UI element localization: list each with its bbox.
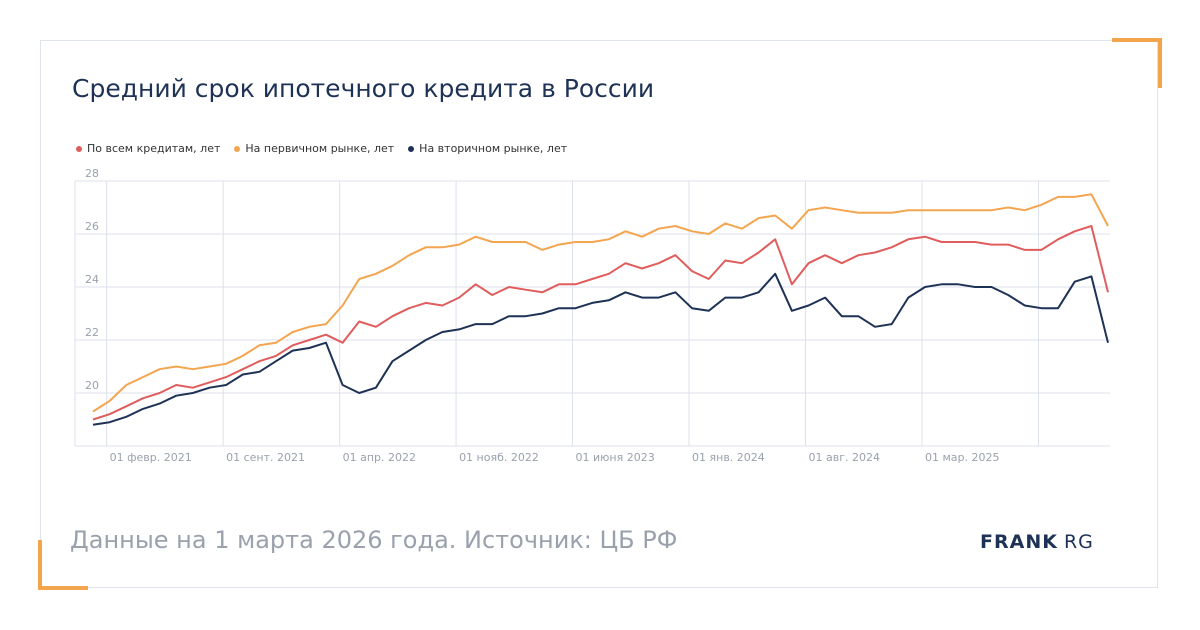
- x-tick-label-0: 01 февр. 2021: [110, 451, 192, 464]
- x-tick-label-4: 01 июня 2023: [576, 451, 655, 464]
- x-tick-label-6: 01 авг. 2024: [808, 451, 879, 464]
- y-tick-label-22: 22: [85, 326, 99, 339]
- corner-accent-top-right: [1112, 38, 1162, 42]
- legend-item-secondary: На вторичном рынке, лет: [408, 142, 567, 155]
- legend-dot-all: [76, 145, 82, 152]
- logo-text-light: RG: [1063, 531, 1094, 553]
- series-line-all: [92, 225, 1109, 421]
- x-tick-label-5: 01 янв. 2024: [692, 451, 765, 464]
- corner-accent-top-right-vertical: [1158, 38, 1162, 88]
- y-tick-label-28: 28: [85, 167, 99, 180]
- source-note: Данные на 1 марта 2026 года. Источник: Ц…: [70, 526, 678, 554]
- legend-dot-primary: [234, 145, 241, 152]
- logo-text-bold: FRANK: [980, 531, 1058, 553]
- legend-label-primary: На первичном рынке, лет: [245, 142, 395, 155]
- chart-card: [40, 40, 1158, 588]
- corner-accent-bottom-left: [38, 586, 88, 590]
- x-tick-label-1: 01 сент. 2021: [226, 451, 305, 464]
- legend-item-all: По всем кредитам, лет: [76, 142, 220, 155]
- x-tick-label-3: 01 нояб. 2022: [459, 451, 539, 464]
- x-tick-label-7: 01 мар. 2025: [925, 451, 1000, 464]
- legend-label-secondary: На вторичном рынке, лет: [419, 142, 568, 155]
- legend-dot-secondary: [408, 145, 415, 152]
- frank-rg-logo: FRANK RG: [980, 531, 1094, 553]
- y-tick-label-24: 24: [85, 273, 99, 286]
- chart-title: Средний срок ипотечного кредита в России: [72, 74, 655, 103]
- x-tick-label-2: 01 апр. 2022: [343, 451, 416, 464]
- legend-label-all: По всем кредитам, лет: [87, 142, 221, 155]
- corner-accent-bottom-left-vertical: [38, 540, 42, 590]
- y-tick-label-26: 26: [85, 220, 99, 233]
- legend-item-primary: На первичном рынке, лет: [234, 142, 394, 155]
- y-tick-label-20: 20: [85, 379, 99, 392]
- series-line-primary: [92, 193, 1109, 413]
- chart-legend: По всем кредитам, лет На первичном рынке…: [76, 142, 567, 155]
- series-line-secondary: [92, 272, 1109, 426]
